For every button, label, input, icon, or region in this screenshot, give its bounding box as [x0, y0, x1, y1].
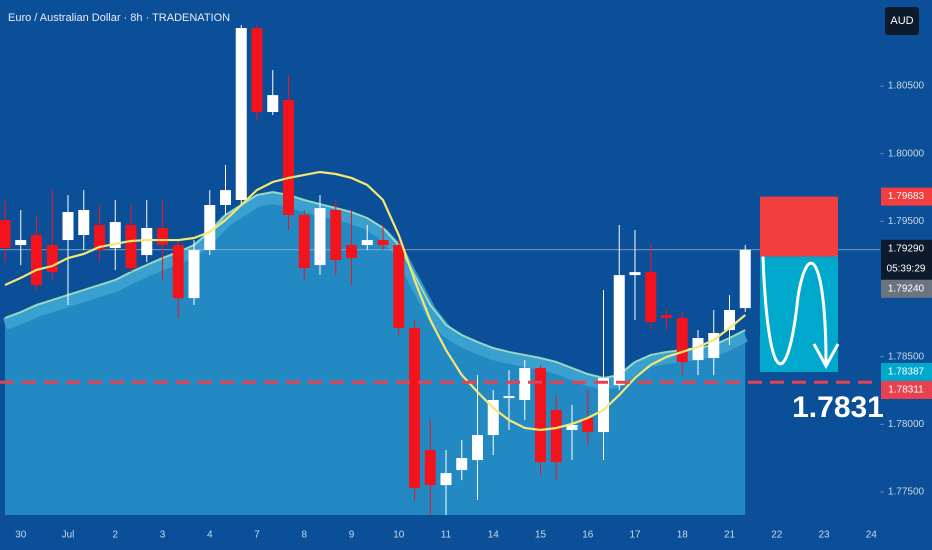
candle-body — [519, 368, 531, 400]
price-label: 1.79683 — [888, 191, 925, 202]
candle-body — [424, 450, 436, 486]
candle-body — [31, 235, 42, 286]
x-tick-label: 10 — [393, 530, 405, 541]
candle-body — [708, 333, 720, 359]
x-tick-label: 18 — [677, 530, 689, 541]
candle-body — [393, 245, 405, 328]
candle-body — [267, 95, 279, 113]
candle-body — [235, 28, 247, 200]
x-tick-label: 14 — [488, 530, 500, 541]
candle-body — [535, 368, 546, 463]
candle-body — [94, 225, 105, 251]
x-tick-label: 3 — [160, 530, 166, 541]
price-label: 1.78387 — [888, 367, 925, 378]
candle-body — [330, 210, 342, 261]
price-label: 1.79240 — [888, 283, 925, 294]
currency[interactable]: AUD — [890, 15, 913, 27]
x-tick-label: 21 — [724, 530, 736, 541]
x-tick-label: 2 — [112, 530, 118, 541]
candle-body — [613, 275, 625, 386]
x-tick-label: 4 — [207, 530, 213, 541]
x-tick-label: 22 — [771, 530, 783, 541]
y-tick-label: 1.79500 — [888, 216, 925, 227]
candle-body — [204, 204, 216, 251]
candle-body — [172, 245, 184, 299]
chart-title: Euro / Australian Dollar · 8h · TRADENAT… — [8, 12, 230, 24]
candle-body — [739, 249, 751, 309]
candle-body — [724, 309, 735, 331]
ma-fast-line — [4, 170, 746, 432]
candle-body — [472, 435, 483, 461]
candle-body — [283, 99, 294, 216]
candle-body — [298, 215, 310, 269]
candle-body — [487, 399, 499, 436]
candle-body — [125, 225, 137, 269]
y-tick-label: 1.77500 — [888, 487, 925, 498]
candle-body — [645, 272, 657, 323]
price-label-box — [881, 239, 932, 280]
y-tick-label: 1.80000 — [888, 148, 925, 159]
x-tick-label: 7 — [254, 530, 260, 541]
countdown: 05:39:29 — [887, 263, 926, 274]
candle-body — [0, 220, 11, 249]
stop-zone — [760, 196, 838, 257]
price-label-box — [881, 279, 932, 298]
candle-body — [157, 227, 168, 246]
candle-body — [251, 28, 263, 113]
y-tick-label: 1.78000 — [888, 419, 925, 430]
level-annotation: 1.7831 — [792, 391, 884, 424]
candle-body — [503, 396, 515, 399]
x-tick-label: 17 — [629, 530, 641, 541]
candle-body — [676, 317, 688, 363]
candle-body — [346, 245, 357, 259]
candle-body — [109, 222, 121, 249]
candle-body — [409, 327, 420, 489]
candle-body — [314, 208, 326, 266]
y-tick-label: 1.78500 — [888, 351, 925, 362]
candle-body — [220, 190, 231, 205]
candle-body — [692, 338, 704, 361]
overlay-layer: 1.7831 1.79683 1.79290 05:39:29 1.79240 1.783… — [0, 187, 932, 424]
x-tick-label: 11 — [441, 530, 452, 541]
candle-body — [598, 378, 609, 433]
candle-body — [629, 272, 641, 276]
x-tick-label: Jul — [62, 530, 75, 541]
candle-body — [582, 417, 594, 433]
x-tick-label: 8 — [301, 530, 307, 541]
candle-body — [566, 425, 578, 431]
candle-body — [456, 458, 468, 471]
y-tick-label: 1.80500 — [888, 81, 925, 92]
x-tick-label: 9 — [349, 530, 355, 541]
candle-body — [62, 212, 74, 241]
candle-body — [141, 227, 153, 256]
x-tick-label: 15 — [535, 530, 547, 541]
x-tick-label: 24 — [866, 530, 878, 541]
forecast-arrow — [761, 256, 828, 366]
currency-box[interactable] — [885, 7, 919, 35]
candle-body — [46, 245, 58, 273]
candle-body — [550, 409, 562, 463]
price-label-box — [881, 362, 932, 381]
arrow-head — [812, 343, 840, 370]
x-tick-label: 23 — [818, 530, 830, 541]
x-tick-label: 30 — [15, 530, 27, 541]
price-label: 1.79290 — [888, 243, 925, 254]
candle-body — [661, 315, 672, 318]
candle-body — [78, 210, 90, 236]
candle-body — [440, 473, 452, 486]
main-layer: 1.77500 1.78000 1.78500 1.79500 1.80000 1.805… — [0, 25, 925, 541]
price-label-box — [881, 187, 932, 206]
candle-body — [361, 240, 373, 246]
candle-body — [15, 240, 27, 246]
x-tick-label: 16 — [582, 530, 594, 541]
price-label-box — [881, 380, 932, 399]
candle-body — [377, 240, 389, 246]
price-label: 1.78311 — [888, 385, 924, 396]
candle-body — [188, 250, 200, 299]
